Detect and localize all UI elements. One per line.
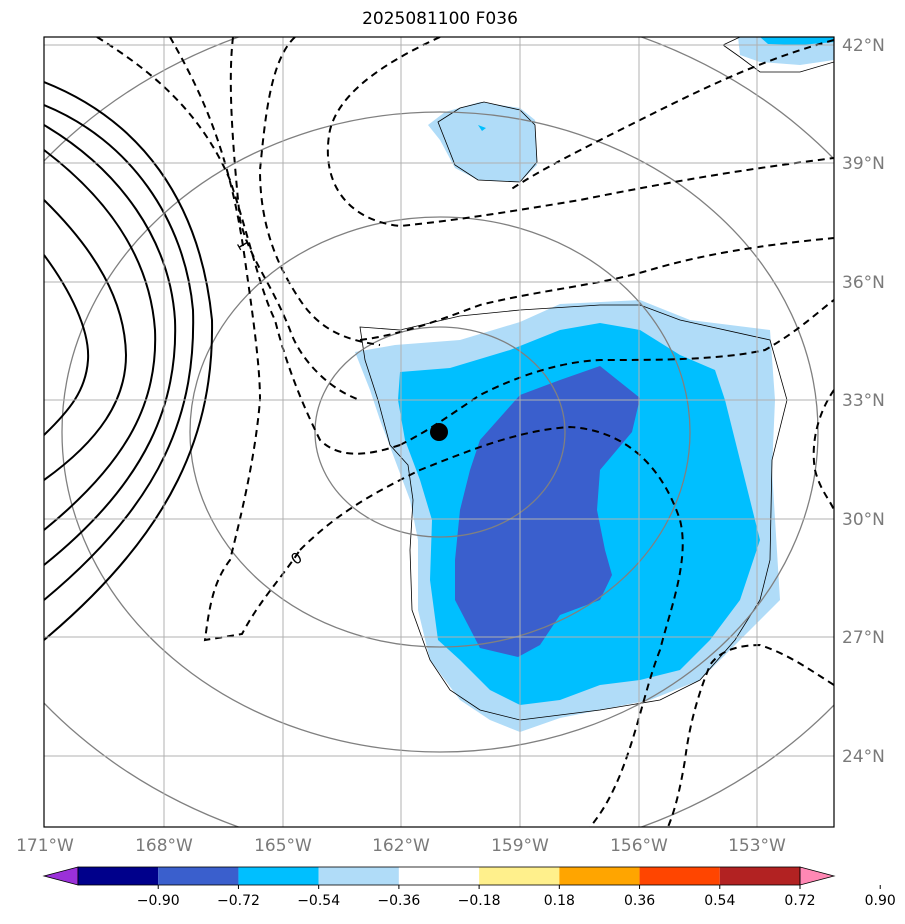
lon-label: 165°W <box>254 836 312 856</box>
longitude-labels: 171°W 168°W 165°W 162°W 159°W 156°W 153°… <box>16 836 786 856</box>
grey-contours <box>44 37 834 827</box>
colorbar-tick-label: −0.90 <box>137 893 180 909</box>
lat-label: 33°N <box>842 391 885 411</box>
colorbar-tick-label: −0.54 <box>297 893 340 909</box>
lat-label: 27°N <box>842 628 885 648</box>
colorbar-tick-label: 0.36 <box>624 893 655 909</box>
lat-label: 39°N <box>842 154 885 174</box>
lat-label: 42°N <box>842 36 885 56</box>
map-frame <box>43 36 835 828</box>
colorbar-swatch <box>398 867 480 885</box>
colorbar-frame <box>77 866 801 886</box>
lon-label: 159°W <box>491 836 549 856</box>
colorbar-tick-label: −0.36 <box>377 893 420 909</box>
lat-label: 24°N <box>842 747 885 767</box>
colorbar: −0.90 −0.72 −0.54 −0.36 −0.18 0.18 0.36 0.54 0.7… <box>42 866 896 909</box>
map-plot-area: 1 0 <box>44 37 834 827</box>
negative-contours <box>96 37 834 827</box>
colorbar-swatch <box>559 867 640 885</box>
anomaly-fill-dark <box>455 366 640 657</box>
colorbar-swatch <box>158 867 239 885</box>
colorbar-swatch <box>479 867 560 885</box>
anomaly-outline <box>359 37 834 721</box>
lat-label: 30°N <box>842 510 885 530</box>
map-title: 2025081100 F036 <box>362 9 518 29</box>
colorbar-swatch <box>719 867 800 885</box>
colorbar-tick-label: −0.72 <box>217 893 260 909</box>
lon-label: 153°W <box>728 836 786 856</box>
colorbar-tick-label: 0.72 <box>784 893 815 909</box>
lon-label: 171°W <box>16 836 74 856</box>
colorbar-tick-label: 0.18 <box>544 893 575 909</box>
colorbar-extend-high <box>799 866 836 886</box>
colorbar-tick-label: 0.90 <box>865 893 896 909</box>
colorbar-tick-label: 0.54 <box>704 893 735 909</box>
storm-center-dot <box>430 423 448 441</box>
colorbar-swatch <box>639 867 720 885</box>
lon-label: 168°W <box>135 836 193 856</box>
latitude-labels: 42°N 39°N 36°N 33°N 30°N 27°N 24°N <box>842 36 885 767</box>
lon-label: 162°W <box>372 836 430 856</box>
colorbar-swatch <box>238 867 319 885</box>
colorbar-tick-label: −0.18 <box>458 893 501 909</box>
colorbar-extend-low <box>42 866 79 886</box>
gridlines <box>44 37 834 827</box>
lat-label: 36°N <box>842 273 885 293</box>
lon-label: 156°W <box>610 836 668 856</box>
colorbar-swatch <box>318 867 399 885</box>
colorbar-swatch <box>78 867 159 885</box>
positive-contours <box>44 81 214 641</box>
